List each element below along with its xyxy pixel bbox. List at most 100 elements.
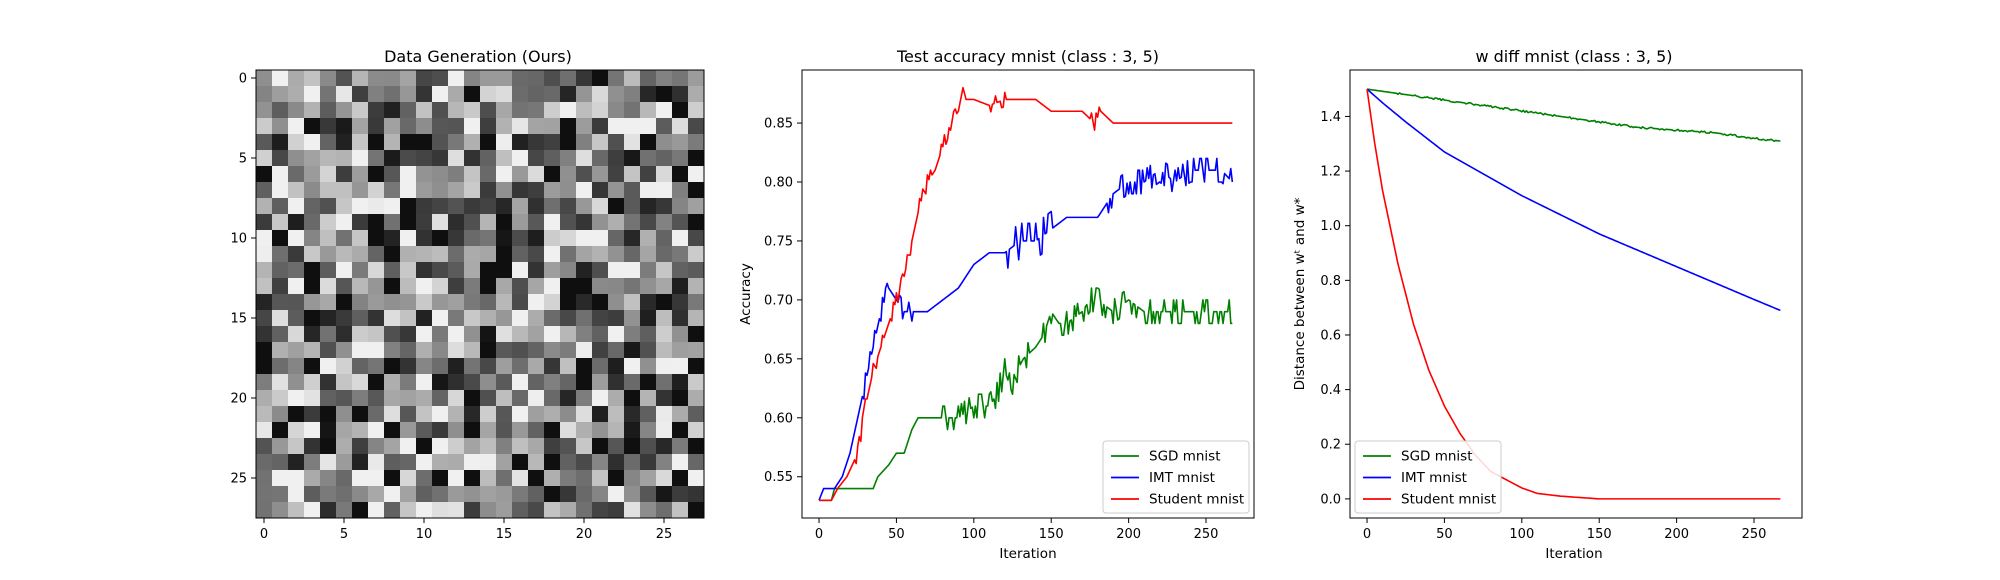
heatmap-cell [592,470,609,487]
heatmap-xtick-label: 15 [496,527,513,542]
heatmap-cell [464,438,481,455]
heatmap-cell [368,278,385,295]
heatmap-cell [256,150,273,167]
heatmap-cell [592,342,609,359]
heatmap-cell [624,166,641,183]
heatmap-cell [288,214,305,231]
heatmap-cell [464,102,481,119]
accuracy-legend: SGD mnist IMT mnist Student mnist [1102,440,1250,514]
heatmap-ytick-label: 10 [230,232,247,247]
heatmap-cell [272,198,289,215]
heatmap-cell [368,150,385,167]
heatmap-cell [448,70,465,87]
heatmap-cell [336,278,353,295]
heatmap-cell [352,326,369,343]
heatmap-cell [336,406,353,423]
heatmap-cell [576,294,593,311]
heatmap-cell [272,406,289,423]
heatmap-cell [400,326,417,343]
heatmap-cell [352,262,369,279]
heatmap-cell [384,182,401,199]
heatmap-cell [656,358,673,375]
heatmap-cell [320,358,337,375]
heatmap-cell [640,502,657,519]
heatmap-cell [272,182,289,199]
heatmap-cell [384,358,401,375]
heatmap-cell [416,182,433,199]
heatmap-cell [656,438,673,455]
heatmap-cell [384,70,401,87]
heatmap-cell [432,262,449,279]
accuracy-title: Test accuracy mnist (class : 3, 5) [896,47,1159,66]
heatmap-cell [624,246,641,263]
heatmap-cell [384,502,401,519]
heatmap-cell [592,118,609,135]
heatmap-cell [592,102,609,119]
heatmap-cell [528,134,545,151]
heatmap-ytick-label: 20 [230,392,247,407]
heatmap-cell [688,166,705,183]
heatmap-cell [592,198,609,215]
heatmap-cell [448,278,465,295]
heatmap-cell [640,390,657,407]
heatmap-cell [336,326,353,343]
heatmap-cell [480,102,497,119]
heatmap-cell [592,150,609,167]
heatmap-cell [416,406,433,423]
heatmap-cell [656,198,673,215]
heatmap-cell [592,390,609,407]
heatmap-cell [352,182,369,199]
heatmap-cell [528,502,545,519]
heatmap-cell [544,294,561,311]
heatmap-cell [368,70,385,87]
heatmap-cell [528,86,545,103]
heatmap-cell [640,470,657,487]
heatmap-cell [400,262,417,279]
heatmap-cell [416,470,433,487]
heatmap-cell [448,342,465,359]
heatmap-cell [656,86,673,103]
heatmap-cell [432,502,449,519]
heatmap-cell [688,326,705,343]
heatmap-cell [512,390,529,407]
accuracy-series-line [818,157,1234,501]
accuracy-legend-box [1102,440,1250,514]
heatmap-cell [560,198,577,215]
heatmap-cell [688,134,705,151]
heatmap-cell [640,134,657,151]
heatmap-cell [368,246,385,263]
heatmap-cell [288,342,305,359]
heatmap-cell [624,310,641,327]
heatmap-cell [464,86,481,103]
heatmap-cell [640,326,657,343]
heatmap-cell [448,438,465,455]
heatmap-cell [480,246,497,263]
heatmap-cell [288,134,305,151]
heatmap-cell [416,278,433,295]
heatmap-cell [688,230,705,247]
heatmap-cell [304,166,321,183]
heatmap-cell [528,278,545,295]
heatmap-cell [288,326,305,343]
heatmap-cell [384,102,401,119]
heatmap-cell [688,374,705,391]
heatmap-cell [656,134,673,151]
heatmap-cell [480,406,497,423]
heatmap-cell [672,422,689,439]
heatmap-cell [608,278,625,295]
heatmap-cell [640,422,657,439]
heatmap-cell [576,102,593,119]
heatmap-cell [528,262,545,279]
heatmap-cell [368,294,385,311]
heatmap-cell [352,406,369,423]
accuracy-legend-label: IMT mnist [1149,470,1215,486]
heatmap-cell [288,374,305,391]
heatmap-cell [304,150,321,167]
heatmap-cell [528,166,545,183]
heatmap-cell [256,70,273,87]
heatmap-cell [672,278,689,295]
heatmap-cell [272,118,289,135]
heatmap-cell [400,182,417,199]
heatmap-cell [560,390,577,407]
heatmap-cell [512,294,529,311]
